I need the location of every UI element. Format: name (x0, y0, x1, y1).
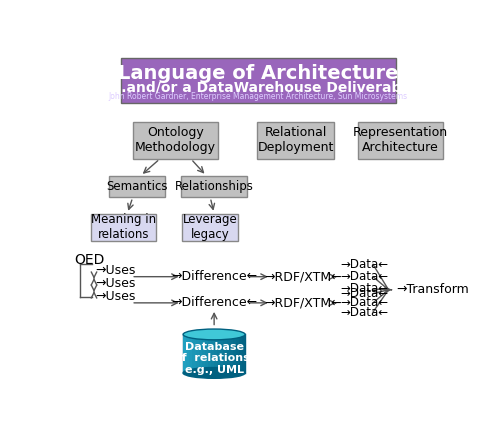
Bar (239, 334, 242, 373)
Text: →Difference←: →Difference← (171, 296, 257, 309)
Text: →Uses: →Uses (96, 264, 136, 277)
Bar (211, 334, 214, 373)
Bar (230, 334, 233, 373)
Text: Representation
Architecture: Representation Architecture (353, 127, 448, 154)
Text: →Data←: →Data← (340, 283, 389, 295)
Text: OED: OED (75, 253, 105, 267)
Text: Database
of  relations:
e.g., UML: Database of relations: e.g., UML (174, 342, 254, 375)
Text: →Uses: →Uses (96, 290, 136, 303)
Text: →Transform: →Transform (396, 283, 469, 296)
Text: Language of Architecture: Language of Architecture (118, 64, 399, 83)
Bar (205, 334, 208, 373)
Text: →Data←: →Data← (340, 296, 389, 309)
Text: →RDF/XTM←: →RDF/XTM← (265, 270, 342, 283)
FancyBboxPatch shape (257, 122, 334, 159)
Text: →Difference←: →Difference← (171, 270, 257, 283)
Text: →Data←: →Data← (340, 305, 389, 318)
Bar (186, 334, 190, 373)
Bar (202, 334, 205, 373)
Text: Semantics: Semantics (106, 180, 167, 193)
Text: Meaning in
relations: Meaning in relations (91, 213, 156, 241)
Bar (226, 334, 230, 373)
Bar (190, 334, 193, 373)
FancyBboxPatch shape (181, 176, 247, 197)
Bar (183, 334, 186, 373)
Text: Leverage
legacy: Leverage legacy (183, 213, 237, 241)
Bar (242, 334, 245, 373)
FancyBboxPatch shape (109, 176, 164, 197)
Text: →Uses: →Uses (96, 277, 136, 290)
Text: . . .and/or a DataWarehouse Deliverable: . . .and/or a DataWarehouse Deliverable (101, 80, 416, 94)
FancyBboxPatch shape (182, 213, 238, 241)
Text: Relationships: Relationships (175, 180, 254, 193)
FancyBboxPatch shape (91, 213, 156, 241)
Bar (223, 334, 226, 373)
Ellipse shape (183, 368, 245, 378)
Text: →RDF/XTM←: →RDF/XTM← (265, 296, 342, 309)
Ellipse shape (183, 329, 245, 340)
Text: →Data←: →Data← (340, 287, 389, 300)
Bar (199, 334, 202, 373)
Bar (196, 334, 199, 373)
FancyBboxPatch shape (133, 122, 218, 159)
Bar (183, 334, 245, 373)
Bar (220, 334, 223, 373)
FancyBboxPatch shape (121, 58, 396, 103)
Text: →Data←: →Data← (340, 258, 389, 271)
Text: Relational
Deployment: Relational Deployment (258, 127, 334, 154)
Text: John Robert Gardner, Enterprise Management Architecture, Sun Microsystems: John Robert Gardner, Enterprise Manageme… (109, 92, 408, 101)
Text: Ontology
Methodology: Ontology Methodology (135, 127, 216, 154)
Bar (236, 334, 239, 373)
Bar (193, 334, 196, 373)
Bar (208, 334, 211, 373)
FancyBboxPatch shape (357, 122, 443, 159)
Bar (217, 334, 220, 373)
Bar (233, 334, 236, 373)
Text: →Data←: →Data← (340, 270, 389, 283)
Bar (214, 334, 217, 373)
